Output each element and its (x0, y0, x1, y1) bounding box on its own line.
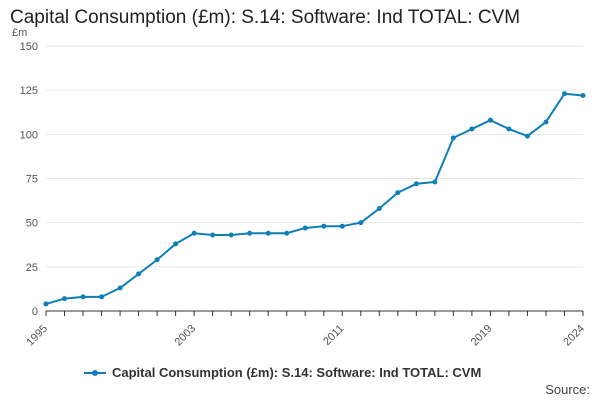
y-tick-label: 75 (26, 174, 38, 186)
data-point (450, 135, 456, 141)
data-point (376, 206, 382, 212)
y-tick-label: 0 (32, 306, 38, 318)
data-point (358, 220, 364, 226)
data-point (210, 232, 216, 238)
data-point (469, 126, 475, 132)
y-tick-label: 125 (20, 85, 38, 97)
x-tick-label: 2019 (469, 323, 495, 349)
grid-lines (46, 45, 583, 268)
x-tick-label: 2011 (321, 323, 346, 348)
data-point (62, 296, 68, 302)
data-point (395, 190, 401, 196)
y-tick-label: 150 (20, 41, 38, 53)
data-point (99, 294, 105, 300)
data-point (339, 223, 345, 229)
legend[interactable]: Capital Consumption (£m): S.14: Software… (84, 365, 481, 380)
data-point (321, 223, 327, 229)
x-tick-label: 2003 (172, 323, 198, 349)
series-layer (43, 91, 586, 307)
data-point (543, 119, 549, 125)
tick-labels: 0 25 50 75 100 125 150 £m 1995 2003 2011 2019 2024 (12, 27, 587, 348)
data-point (154, 257, 160, 263)
source-label: Source: (545, 382, 590, 397)
data-point (432, 179, 438, 185)
data-point (524, 133, 530, 139)
data-point (561, 91, 567, 97)
data-point (43, 301, 49, 307)
data-point (284, 230, 290, 236)
chart-title: Capital Consumption (£m): S.14: Software… (10, 7, 521, 28)
data-point (413, 181, 419, 187)
y-tick-label: 100 (20, 129, 38, 141)
data-point (506, 126, 512, 132)
data-point (580, 92, 586, 98)
data-point (487, 117, 493, 123)
x-tick-label: 2024 (561, 323, 587, 349)
data-point (191, 230, 197, 236)
data-point (173, 241, 179, 247)
y-axis-label: £m (12, 27, 27, 39)
legend-label: Capital Consumption (£m): S.14: Software… (112, 365, 482, 380)
x-tick-label: 1995 (24, 323, 50, 349)
data-point (136, 271, 142, 277)
axes (45, 310, 584, 316)
data-point (117, 285, 123, 291)
y-tick-label: 50 (26, 218, 38, 230)
data-point (265, 230, 271, 236)
legend-swatch (84, 368, 106, 378)
y-tick-label: 25 (26, 262, 38, 274)
data-point (247, 230, 253, 236)
series-line (45, 92, 584, 305)
data-point (228, 232, 234, 238)
data-point (80, 294, 86, 300)
data-point (302, 225, 308, 231)
